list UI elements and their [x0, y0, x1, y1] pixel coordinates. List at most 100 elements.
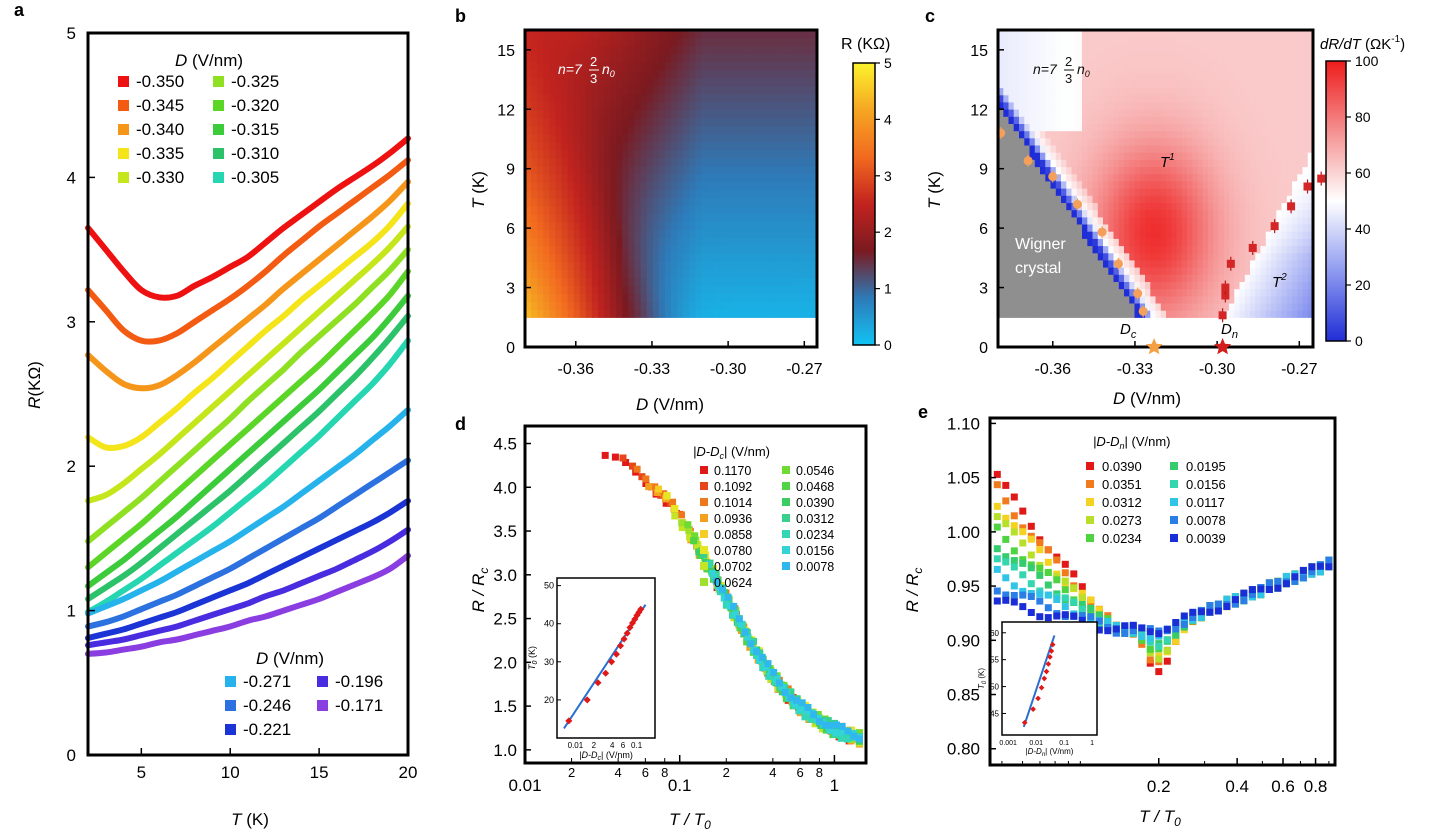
panel-b-heatmap-cell: [616, 101, 623, 111]
panel-c-heatmap-cell: [1155, 238, 1162, 247]
panel-c-heatmap-cell: [1276, 44, 1283, 53]
panel-d-data-point: [826, 726, 834, 734]
panel-c-heatmap-cell: [1066, 223, 1073, 232]
panel-b-heatmap-cell: [598, 125, 605, 135]
panel-c-heatmap-cell: [1055, 216, 1062, 225]
panel-b-heatmap-cell: [719, 261, 727, 270]
panel-c-wigner-2: crystal: [1015, 260, 1061, 277]
panel-c-heatmap-cell: [1008, 94, 1015, 103]
panel-c-heatmap-cell: [1255, 223, 1262, 232]
panel-c-heatmap-cell: [1129, 144, 1136, 153]
panel-b-heatmap-cell: [646, 189, 654, 199]
panel-b-heatmap-cell: [567, 149, 575, 159]
panel-e-data-point: [1172, 637, 1180, 645]
panel-c-heatmap-cell: [1250, 180, 1256, 189]
panel-c-heatmap-cell: [1024, 173, 1031, 182]
panel-c-heatmap-cell: [1155, 195, 1162, 203]
panel-c-heatmap-cell: [1239, 101, 1246, 110]
panel-c-heatmap-cell: [1192, 195, 1199, 203]
panel-b-heatmap-cell: [719, 149, 727, 159]
panel-b-heatmap-cell: [634, 125, 642, 135]
panel-b-heatmap-cell: [768, 109, 775, 119]
panel-c-heatmap-cell: [1050, 188, 1057, 196]
panel-c-heatmap-cell: [1271, 73, 1277, 81]
panel-c-colorbar-tick-label: 100: [1355, 53, 1379, 69]
panel-b-heatmap-cell: [683, 85, 690, 95]
panel-b-heatmap-cell: [756, 109, 763, 119]
panel-b-heatmap-cell: [768, 205, 775, 215]
panel-c-heatmap-cell: [1155, 188, 1162, 196]
panel-b-heatmap-cell: [579, 125, 587, 135]
panel-c-heatmap-cell: [1307, 238, 1313, 247]
panel-b-heatmap-cell: [774, 277, 782, 286]
panel-c-heatmap: [998, 30, 1313, 318]
panel-b-heatmap-cell: [737, 237, 745, 247]
panel-d-data-point: [700, 551, 708, 559]
panel-c-heatmap-cell: [1045, 144, 1052, 153]
panel-b-heatmap-cell: [658, 221, 666, 231]
panel-c-heatmap-cell: [1066, 144, 1073, 153]
panel-b-heatmap-cell: [555, 93, 563, 103]
panel-b-heatmap-cell: [573, 101, 581, 111]
panel-a-ytick-label: 0: [67, 746, 76, 765]
panel-b-heatmap-cell: [549, 269, 556, 278]
panel-c-heatmap-cell: [1176, 288, 1183, 297]
panel-b-heatmap-cell: [598, 229, 605, 239]
panel-b-heatmap-cell: [725, 46, 733, 55]
panel-c-heatmap-cell: [1271, 288, 1277, 297]
panel-c-ytick-label: 6: [979, 221, 988, 238]
panel-c-heatmap-cell: [1087, 274, 1094, 282]
panel-b-heatmap-cell: [531, 125, 538, 135]
panel-b-heatmap-cell: [537, 38, 544, 47]
panel-b-heatmap-cell: [695, 261, 702, 270]
panel-b-heatmap-cell: [731, 205, 739, 215]
panel-c-heatmap-cell: [1276, 302, 1283, 311]
panel-b-heatmap-cell: [531, 109, 538, 119]
panel-c-heatmap-cell: [1139, 87, 1146, 96]
panel-b-heatmap-cell: [786, 221, 794, 231]
panel-b-heatmap-cell: [549, 69, 556, 79]
panel-c-heatmap-cell: [1218, 87, 1225, 96]
panel-b-heatmap-cell: [780, 69, 788, 79]
panel-b-heatmap-cell: [579, 205, 587, 215]
panel-b-heatmap-cell: [652, 301, 660, 310]
panel-c-heatmap-cell: [1108, 166, 1115, 175]
panel-b-heatmap-cell: [683, 197, 690, 207]
panel-b-heatmap-cell: [725, 53, 733, 63]
panel-c-heatmap-cell: [1176, 281, 1183, 290]
panel-c-heatmap-cell: [1192, 259, 1199, 268]
panel-c-heatmap-cell: [1008, 295, 1015, 304]
panel-c-heatmap-cell: [1239, 94, 1246, 103]
panel-c-heatmap-cell: [1061, 295, 1067, 304]
panel-c-heatmap-cell: [1055, 188, 1062, 196]
panel-b-heatmap-cell: [616, 285, 623, 294]
panel-b-heatmap-cell: [786, 269, 794, 278]
panel-b-heatmap-cell: [610, 205, 617, 215]
panel-b-heatmap-cell: [585, 109, 593, 119]
panel-b-heatmap-cell: [713, 253, 721, 262]
panel-a-legend-label: -0.310: [231, 144, 279, 163]
panel-b-heatmap-cell: [725, 77, 733, 87]
panel-b-heatmap-cell: [810, 77, 817, 87]
panel-c-heatmap-cell: [1150, 94, 1157, 103]
panel-c-heatmap-cell: [1213, 209, 1220, 218]
panel-b-heatmap-cell: [591, 205, 599, 215]
panel-b-heatmap-cell: [792, 301, 800, 310]
panel-b-heatmap-cell: [683, 125, 690, 135]
panel-c-heatmap-cell: [1087, 130, 1094, 139]
panel-c-heatmap-cell: [1145, 188, 1151, 196]
panel-c-heatmap-cell: [1250, 58, 1256, 67]
panel-b-heatmap-cell: [695, 93, 702, 103]
panel-b-heatmap-cell: [646, 213, 654, 223]
panel-b-heatmap-cell: [762, 197, 769, 207]
panel-b-heatmap-cell: [786, 205, 794, 215]
panel-c-heatmap-cell: [1208, 267, 1214, 275]
panel-c-heatmap-cell: [1171, 116, 1178, 124]
panel-b-heatmap-cell: [737, 149, 745, 159]
panel-b-heatmap-cell: [774, 309, 782, 318]
panel-b-heatmap-cell: [707, 237, 715, 247]
panel-b-heatmap-cell: [786, 133, 794, 143]
panel-c-heatmap-cell: [1040, 159, 1046, 168]
panel-c-heatmap-cell: [1197, 87, 1204, 96]
panel-c-heatmap-cell: [1082, 231, 1088, 239]
